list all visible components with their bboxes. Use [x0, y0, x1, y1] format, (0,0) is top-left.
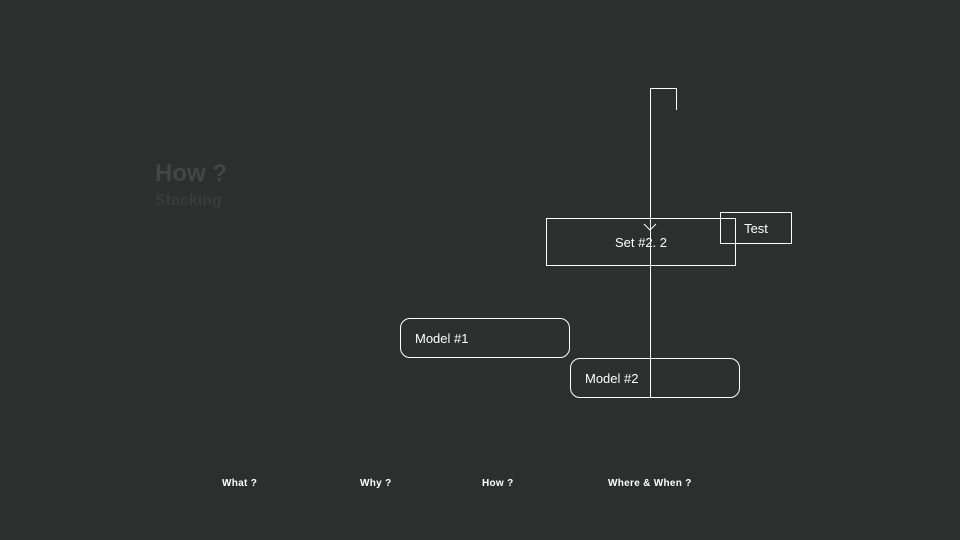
box-model-2: Model #2 — [570, 358, 740, 398]
connector-hook-vertical — [676, 88, 677, 110]
footer-item-what: What ? — [222, 478, 257, 489]
box-model-1: Model #1 — [400, 318, 570, 358]
slide-subtitle: Stacking — [155, 192, 222, 210]
box-test-label: Test — [744, 221, 768, 236]
footer-item-where-when: Where & When ? — [608, 478, 692, 489]
box-model-2-label: Model #2 — [585, 371, 638, 386]
box-model-1-label: Model #1 — [415, 331, 468, 346]
footer-item-why: Why ? — [360, 478, 392, 489]
box-set-2-2: Set #2. 2 — [546, 218, 736, 266]
slide-title: How ? — [155, 160, 227, 188]
connector-hook-horizontal — [650, 88, 676, 89]
footer-item-how: How ? — [482, 478, 514, 489]
box-set-2-2-label: Set #2. 2 — [615, 235, 667, 250]
box-test: Test — [720, 212, 792, 244]
